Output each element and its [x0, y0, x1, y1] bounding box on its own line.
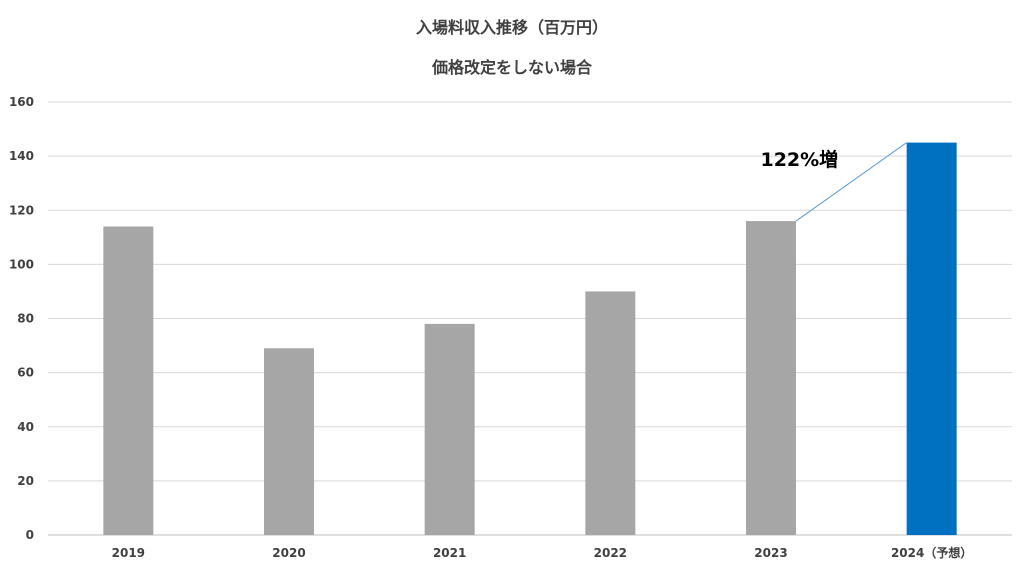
y-tick-label: 80 [17, 312, 34, 326]
y-tick-label: 40 [17, 420, 34, 434]
bar-5 [906, 142, 957, 535]
chart-subtitle: 価格改定をしない場合 [431, 58, 593, 77]
bar-1 [264, 348, 314, 535]
chart-title: 入場料収入推移（百万円） [416, 18, 608, 37]
y-tick-label: 60 [17, 366, 34, 380]
x-tick-label: 2024（予想） [891, 545, 972, 560]
bar-4 [746, 221, 796, 535]
annotation-group: 122%増 [760, 142, 907, 222]
y-tick-label: 20 [17, 474, 34, 488]
growth-annotation: 122%増 [760, 148, 838, 171]
x-tick-label: 2021 [433, 546, 466, 560]
x-axis-ticks: 2019 2020 2021 2022 2023 2024（予想） [112, 545, 973, 560]
growth-connector-line [795, 142, 907, 222]
y-axis-ticks: 0 20 40 60 80 100 120 140 160 [9, 95, 34, 542]
y-tick-label: 140 [9, 149, 34, 163]
gridlines [48, 101, 1012, 536]
bars [103, 142, 957, 536]
y-tick-label: 100 [9, 257, 34, 271]
x-tick-label: 2020 [272, 546, 305, 560]
y-tick-label: 120 [9, 203, 34, 217]
bar-0 [103, 226, 154, 536]
x-tick-label: 2019 [112, 546, 145, 560]
y-tick-label: 160 [9, 95, 34, 109]
x-tick-label: 2022 [594, 546, 627, 560]
bar-2 [424, 323, 475, 535]
bar-3 [585, 291, 636, 535]
y-tick-label: 0 [26, 528, 34, 542]
x-tick-label: 2023 [754, 546, 787, 560]
